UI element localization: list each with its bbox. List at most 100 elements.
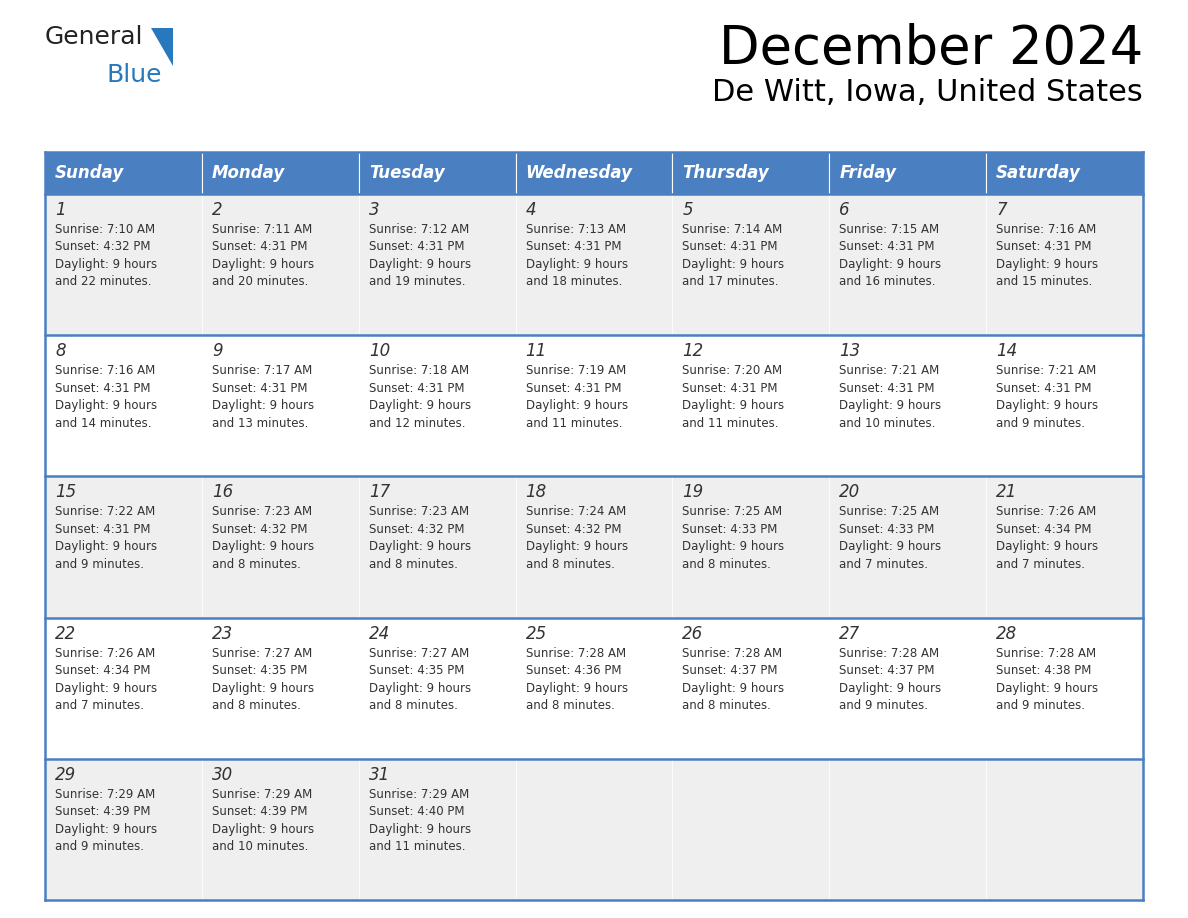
- Bar: [359, 476, 516, 618]
- Text: Sunrise: 7:23 AM: Sunrise: 7:23 AM: [211, 506, 312, 519]
- Text: and 11 minutes.: and 11 minutes.: [368, 840, 466, 854]
- Text: and 7 minutes.: and 7 minutes.: [55, 700, 144, 712]
- Text: Daylight: 9 hours: Daylight: 9 hours: [525, 541, 627, 554]
- Text: Sunset: 4:31 PM: Sunset: 4:31 PM: [525, 241, 621, 253]
- Bar: [202, 152, 359, 194]
- Text: 31: 31: [368, 766, 390, 784]
- Text: Sunrise: 7:21 AM: Sunrise: 7:21 AM: [997, 364, 1097, 377]
- Text: Sunset: 4:31 PM: Sunset: 4:31 PM: [368, 382, 465, 395]
- Bar: [516, 759, 672, 900]
- Text: 11: 11: [525, 342, 546, 360]
- Text: 20: 20: [839, 484, 860, 501]
- Text: Sunrise: 7:21 AM: Sunrise: 7:21 AM: [839, 364, 940, 377]
- Text: and 15 minutes.: and 15 minutes.: [997, 275, 1093, 288]
- Text: Daylight: 9 hours: Daylight: 9 hours: [682, 681, 784, 695]
- Text: Sunrise: 7:20 AM: Sunrise: 7:20 AM: [682, 364, 783, 377]
- Text: Sunset: 4:37 PM: Sunset: 4:37 PM: [682, 664, 778, 677]
- Polygon shape: [151, 28, 173, 66]
- Text: Daylight: 9 hours: Daylight: 9 hours: [525, 399, 627, 412]
- Text: Sunrise: 7:19 AM: Sunrise: 7:19 AM: [525, 364, 626, 377]
- Text: Sunset: 4:40 PM: Sunset: 4:40 PM: [368, 805, 465, 818]
- Bar: [829, 618, 986, 759]
- Bar: [672, 759, 829, 900]
- Text: 26: 26: [682, 624, 703, 643]
- Bar: [202, 759, 359, 900]
- Text: Sunset: 4:38 PM: Sunset: 4:38 PM: [997, 664, 1092, 677]
- Text: Daylight: 9 hours: Daylight: 9 hours: [368, 258, 470, 271]
- Text: Daylight: 9 hours: Daylight: 9 hours: [997, 399, 1098, 412]
- Text: Sunset: 4:33 PM: Sunset: 4:33 PM: [682, 523, 778, 536]
- Text: Daylight: 9 hours: Daylight: 9 hours: [211, 399, 314, 412]
- Bar: [986, 335, 1143, 476]
- Text: 22: 22: [55, 624, 76, 643]
- Text: Daylight: 9 hours: Daylight: 9 hours: [839, 681, 941, 695]
- Text: and 9 minutes.: and 9 minutes.: [839, 700, 928, 712]
- Bar: [516, 476, 672, 618]
- Text: Daylight: 9 hours: Daylight: 9 hours: [368, 823, 470, 835]
- Text: and 8 minutes.: and 8 minutes.: [682, 558, 771, 571]
- Text: Sunset: 4:31 PM: Sunset: 4:31 PM: [211, 382, 308, 395]
- Text: Daylight: 9 hours: Daylight: 9 hours: [55, 258, 157, 271]
- Text: Sunrise: 7:25 AM: Sunrise: 7:25 AM: [682, 506, 783, 519]
- Text: Sunrise: 7:29 AM: Sunrise: 7:29 AM: [55, 788, 156, 800]
- Text: Sunset: 4:32 PM: Sunset: 4:32 PM: [525, 523, 621, 536]
- Text: 3: 3: [368, 201, 379, 219]
- Text: 18: 18: [525, 484, 546, 501]
- Text: Sunset: 4:34 PM: Sunset: 4:34 PM: [55, 664, 151, 677]
- Text: 15: 15: [55, 484, 76, 501]
- Text: Daylight: 9 hours: Daylight: 9 hours: [997, 681, 1098, 695]
- Bar: [45, 618, 202, 759]
- Bar: [202, 194, 359, 335]
- Text: Sunrise: 7:13 AM: Sunrise: 7:13 AM: [525, 223, 626, 236]
- Text: and 9 minutes.: and 9 minutes.: [997, 417, 1085, 430]
- Text: Sunset: 4:31 PM: Sunset: 4:31 PM: [997, 382, 1092, 395]
- Text: Daylight: 9 hours: Daylight: 9 hours: [55, 399, 157, 412]
- Text: and 8 minutes.: and 8 minutes.: [368, 700, 457, 712]
- Text: Daylight: 9 hours: Daylight: 9 hours: [55, 823, 157, 835]
- Text: Sunset: 4:36 PM: Sunset: 4:36 PM: [525, 664, 621, 677]
- Bar: [359, 152, 516, 194]
- Text: Daylight: 9 hours: Daylight: 9 hours: [839, 541, 941, 554]
- Text: and 8 minutes.: and 8 minutes.: [525, 700, 614, 712]
- Text: Sunset: 4:31 PM: Sunset: 4:31 PM: [839, 241, 935, 253]
- Text: and 20 minutes.: and 20 minutes.: [211, 275, 308, 288]
- Bar: [45, 476, 202, 618]
- Text: Daylight: 9 hours: Daylight: 9 hours: [211, 681, 314, 695]
- Text: Daylight: 9 hours: Daylight: 9 hours: [525, 681, 627, 695]
- Bar: [45, 335, 202, 476]
- Text: Sunrise: 7:12 AM: Sunrise: 7:12 AM: [368, 223, 469, 236]
- Text: Thursday: Thursday: [682, 164, 769, 182]
- Text: 24: 24: [368, 624, 390, 643]
- Text: Daylight: 9 hours: Daylight: 9 hours: [55, 541, 157, 554]
- Text: Sunset: 4:31 PM: Sunset: 4:31 PM: [368, 241, 465, 253]
- Bar: [672, 152, 829, 194]
- Text: and 17 minutes.: and 17 minutes.: [682, 275, 779, 288]
- Text: Sunrise: 7:16 AM: Sunrise: 7:16 AM: [55, 364, 156, 377]
- Text: Sunrise: 7:28 AM: Sunrise: 7:28 AM: [682, 646, 783, 660]
- Text: and 18 minutes.: and 18 minutes.: [525, 275, 623, 288]
- Text: Sunset: 4:34 PM: Sunset: 4:34 PM: [997, 523, 1092, 536]
- Text: Sunrise: 7:26 AM: Sunrise: 7:26 AM: [997, 506, 1097, 519]
- Text: 30: 30: [211, 766, 233, 784]
- Text: Sunset: 4:31 PM: Sunset: 4:31 PM: [55, 382, 151, 395]
- Bar: [202, 335, 359, 476]
- Text: Sunrise: 7:10 AM: Sunrise: 7:10 AM: [55, 223, 156, 236]
- Text: 12: 12: [682, 342, 703, 360]
- Text: Sunset: 4:31 PM: Sunset: 4:31 PM: [839, 382, 935, 395]
- Text: and 14 minutes.: and 14 minutes.: [55, 417, 152, 430]
- Text: Sunset: 4:39 PM: Sunset: 4:39 PM: [55, 805, 151, 818]
- Bar: [45, 759, 202, 900]
- Bar: [672, 476, 829, 618]
- Bar: [516, 152, 672, 194]
- Text: and 9 minutes.: and 9 minutes.: [55, 840, 144, 854]
- Text: 13: 13: [839, 342, 860, 360]
- Text: and 16 minutes.: and 16 minutes.: [839, 275, 936, 288]
- Text: Sunrise: 7:28 AM: Sunrise: 7:28 AM: [997, 646, 1097, 660]
- Text: Sunset: 4:35 PM: Sunset: 4:35 PM: [211, 664, 308, 677]
- Bar: [829, 476, 986, 618]
- Text: Daylight: 9 hours: Daylight: 9 hours: [682, 399, 784, 412]
- Bar: [359, 335, 516, 476]
- Bar: [672, 618, 829, 759]
- Text: Daylight: 9 hours: Daylight: 9 hours: [368, 541, 470, 554]
- Text: Sunrise: 7:16 AM: Sunrise: 7:16 AM: [997, 223, 1097, 236]
